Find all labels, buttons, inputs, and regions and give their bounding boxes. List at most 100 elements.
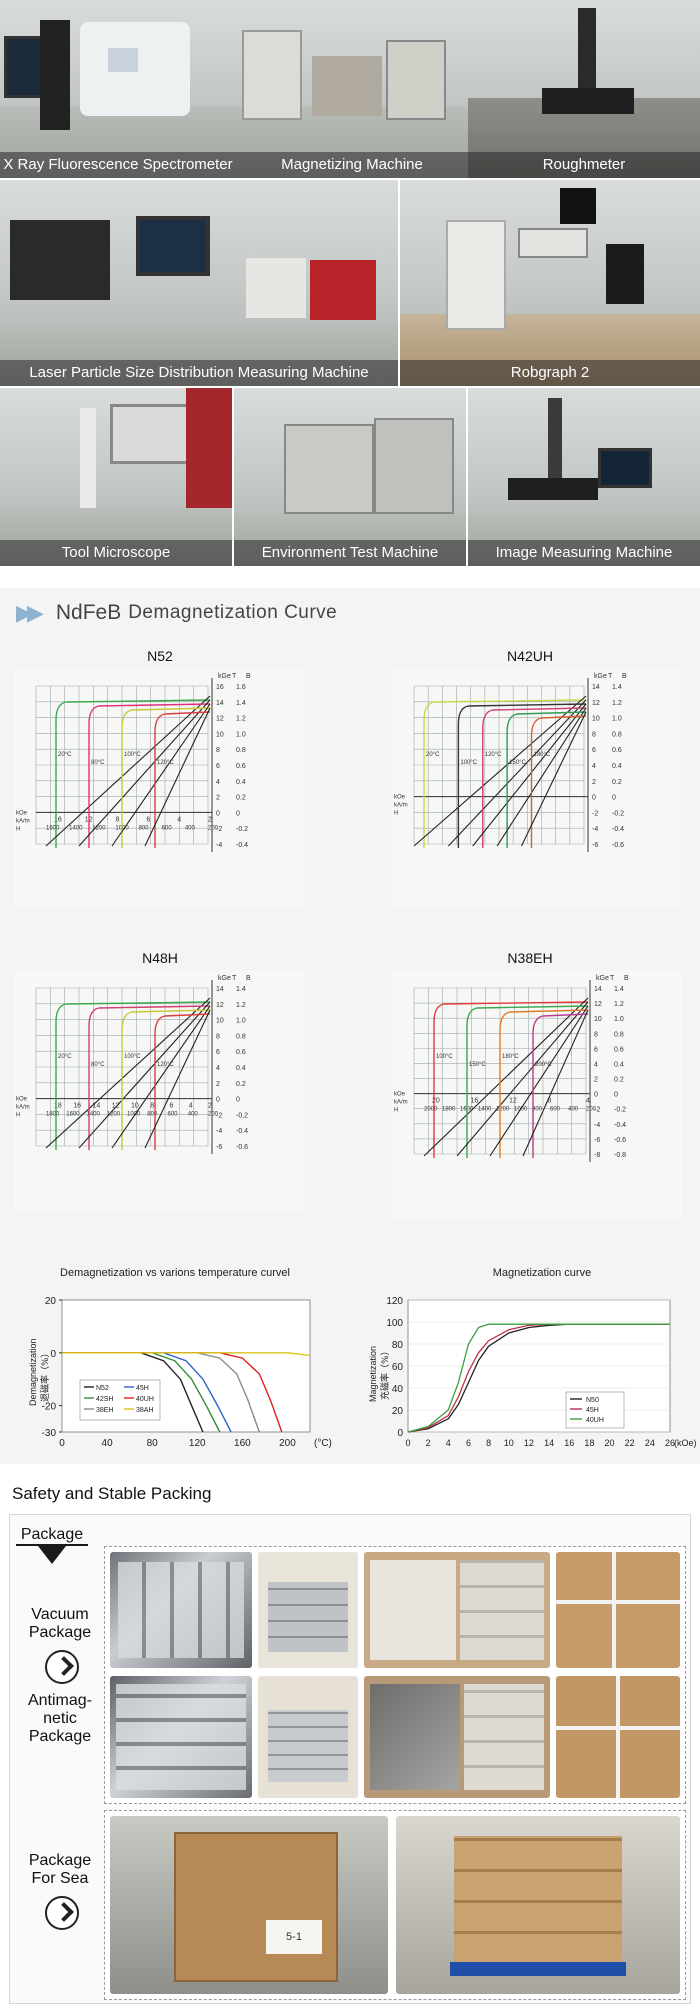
y-tick-label: 14 [594, 986, 602, 993]
x-tick-label: 12 [524, 1438, 534, 1448]
title-brand: NdFeB [55, 601, 122, 624]
y-tick-label: 1.2 [236, 716, 246, 723]
legend-label: 45H [136, 1385, 149, 1392]
vacuum-package-photo [110, 1552, 252, 1668]
equipment-caption: Environment Test Machine [234, 540, 466, 566]
x-tick-label: 1400 [478, 1107, 492, 1113]
y-tick-label: -0.2 [236, 826, 248, 833]
chart-title: N52 [147, 648, 173, 664]
x-tick-label: 1600 [66, 1112, 80, 1118]
x-tick-label: 800 [147, 1112, 158, 1118]
photo-xrf-spectrometer: X Ray Fluorescence Spectrometer [0, 0, 236, 178]
y-tick-label: 0 [236, 1097, 240, 1104]
y-tick-label: -0.4 [612, 826, 624, 833]
unit-label: kA/m [394, 803, 408, 809]
x-tick-label: 18 [584, 1438, 594, 1448]
x-tick-label: 14 [93, 1103, 101, 1110]
x-tick-label: 600 [168, 1112, 179, 1118]
temperature-label: 80°C [91, 1062, 105, 1068]
y-tick-label: -0.6 [236, 1144, 248, 1151]
demag-curve [506, 711, 587, 848]
x-tick-label: 1200 [92, 825, 106, 831]
y-tick-label: 1.0 [236, 1018, 246, 1025]
load-line [111, 703, 211, 847]
antimagnetic-package-photo [110, 1676, 252, 1798]
y-tick-label: 12 [216, 1002, 224, 1009]
y-tick-label: 8 [592, 731, 596, 738]
y-tick-label: 0.4 [236, 1065, 246, 1072]
temperature-label: 20°C [58, 752, 72, 758]
sea-package-photo: 5-1 [110, 1816, 388, 1994]
x-tick-label: 1400 [69, 825, 83, 831]
demag-curve [433, 1001, 589, 1158]
temperature-label: 80°C [91, 760, 105, 766]
y-tick-label: 4 [594, 1061, 598, 1068]
unit-label: T [232, 673, 237, 680]
vacuum-package-photo [556, 1552, 680, 1668]
y-tick-label: -0.4 [236, 842, 248, 849]
antimagnetic-package-photo [364, 1676, 550, 1798]
x-tick-label: 200 [586, 1107, 597, 1113]
unit-label: B [246, 975, 251, 982]
vacuum-package-photo [364, 1552, 550, 1668]
demag-curve [88, 1005, 211, 1150]
unit-label: kGe [218, 975, 231, 982]
chart-title: N38EH [507, 950, 553, 966]
y-tick-label: 1.0 [614, 1016, 624, 1023]
demag-curve [121, 707, 211, 848]
unit-label: H [16, 826, 20, 832]
y-tick-label: -20 [42, 1402, 57, 1413]
unit-label: B [622, 673, 627, 680]
photo-environment-test-machine: Environment Test Machine [234, 388, 466, 566]
x-tick-label: 6 [146, 816, 150, 823]
y-tick-label: 60 [392, 1362, 404, 1373]
load-line [496, 707, 587, 847]
unit-label: kOe [394, 1092, 406, 1098]
load-line [144, 707, 211, 847]
y-tick-label: -6 [216, 1144, 222, 1151]
y-tick-label: 8 [216, 1033, 220, 1040]
x-tick-label: 1000 [514, 1107, 528, 1113]
demag-curve [121, 1009, 211, 1150]
temperature-label: 180°C [502, 1054, 519, 1060]
y-axis-label: Magnetization [368, 1346, 378, 1402]
y-tick-label: 1.6 [236, 684, 246, 691]
y-tick-label: 2 [216, 1081, 220, 1088]
y-tick-label: -4 [592, 826, 598, 833]
y-tick-label: -6 [592, 842, 598, 849]
temperature-label: 100°C [436, 1054, 453, 1060]
y-tick-label: 10 [594, 1016, 602, 1023]
x-tick-label: 1200 [496, 1107, 510, 1113]
y-tick-label: 20 [392, 1406, 404, 1417]
y-axis-label-cn: 充磁率（%） [379, 1346, 391, 1400]
equipment-caption: Tool Microscope [0, 540, 232, 566]
packing-title: Safety and Stable Packing [12, 1484, 212, 1503]
y-tick-label: -2 [216, 1112, 222, 1119]
temperature-label: 100°C [124, 752, 141, 758]
x-tick-label: 4 [586, 1098, 590, 1105]
load-line [45, 997, 211, 1149]
x-tick-label: 16 [471, 1098, 479, 1105]
y-axis-label: Demagnetization [28, 1338, 38, 1406]
temperature-label: 120°C [485, 752, 502, 758]
unit-label: kGe [594, 673, 607, 680]
x-tick-label: 2 [426, 1438, 431, 1448]
chart-title: Magnetization curve [493, 1267, 591, 1279]
y-tick-label: 0.6 [236, 763, 246, 770]
photo-robgraph: Robgraph 2 [400, 180, 700, 386]
x-tick-label: 0 [59, 1438, 65, 1449]
y-tick-label: 20 [45, 1296, 57, 1307]
y-tick-label: -4 [216, 842, 222, 849]
demag-curve [154, 711, 211, 848]
equipment-caption: X Ray Fluorescence Spectrometer [0, 152, 236, 178]
y-tick-label: 1.4 [614, 986, 624, 993]
demag-curve [154, 1013, 211, 1150]
legend-label: 45H [586, 1407, 599, 1414]
antimagnetic-package-photo [556, 1676, 680, 1798]
x-tick-label: 800 [139, 825, 150, 831]
y-tick-label: 0.4 [614, 1061, 624, 1068]
load-line [456, 1001, 589, 1157]
y-tick-label: 1.4 [236, 700, 246, 707]
y-tick-label: -8 [594, 1152, 600, 1159]
x-tick-label: 14 [544, 1438, 554, 1448]
